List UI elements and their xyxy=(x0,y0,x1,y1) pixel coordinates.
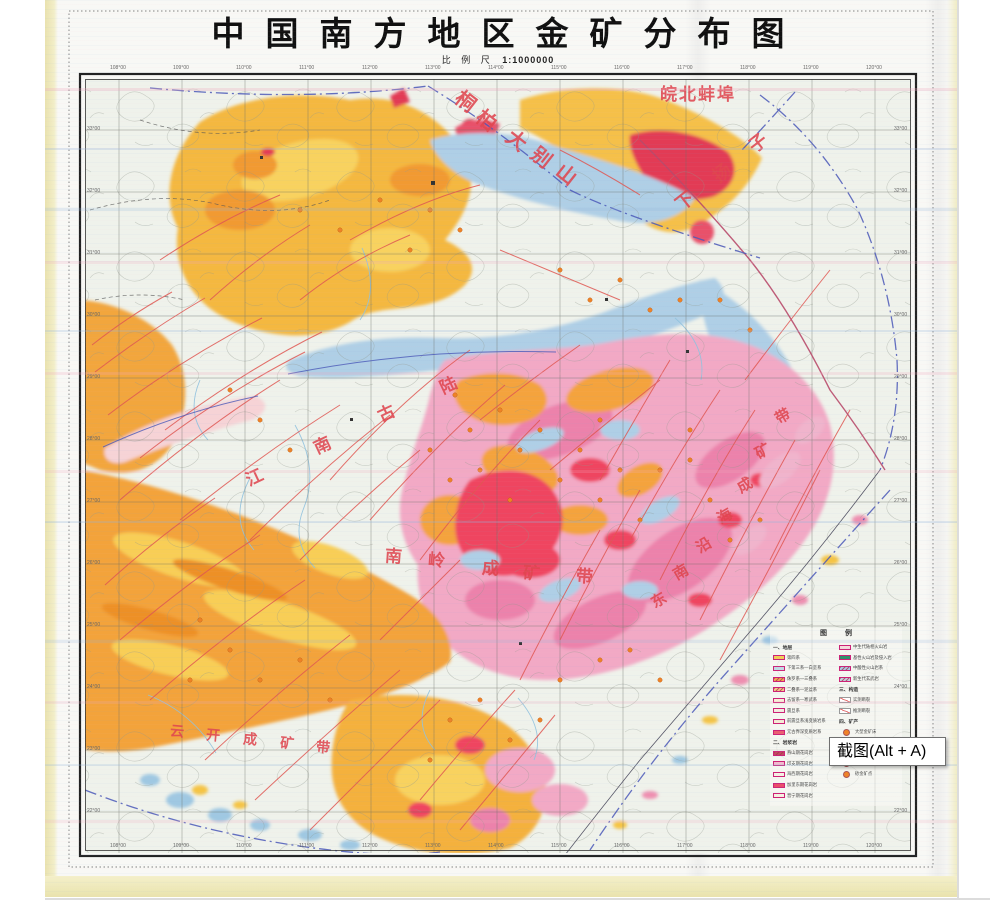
legend-row: 侏罗系—三叠系 xyxy=(773,674,835,685)
scale-label: 比 例 尺 xyxy=(441,55,494,65)
legend-row: 中生代陆相火山岩 xyxy=(839,642,901,653)
legend-section-header: 一、地层 xyxy=(773,645,793,651)
legend-item-label: 侏罗系—三叠系 xyxy=(787,676,818,682)
legend-row: 前震旦系浅变质岩系 xyxy=(773,716,835,727)
legend-swatch xyxy=(839,665,851,671)
legend-swatch xyxy=(773,771,785,777)
screenshot-tooltip: 截图(Alt + A) xyxy=(829,737,946,766)
legend-swatch xyxy=(842,728,850,736)
legend-swatch xyxy=(773,687,785,693)
legend-swatch xyxy=(773,708,785,714)
legend-section-header: 三、构造 xyxy=(839,688,859,694)
legend-item-label: 中生代陆相火山岩 xyxy=(853,644,888,650)
legend-row: 中酸性火山岩系 xyxy=(839,663,901,674)
legend-item-label: 基性火山岩及侵入岩 xyxy=(853,654,892,660)
sheet-perforation-border xyxy=(68,10,934,868)
legend-swatch xyxy=(773,697,785,703)
legend-swatch xyxy=(773,655,785,661)
legend-row: 燕山期花岗岩 xyxy=(773,748,835,759)
legend-item-label: 推测断裂 xyxy=(853,707,871,713)
legend-row: 下第三系—白垩系 xyxy=(773,663,835,674)
rivers xyxy=(147,247,703,761)
title-block: 中国南方地区金矿分布图 比 例 尺 1:1000000 xyxy=(80,16,916,66)
legend-item-label: 志留系—寒武系 xyxy=(787,697,818,703)
legend-item-label: 加里东期花岗岩 xyxy=(787,782,818,788)
map-scale: 比 例 尺 1:1000000 xyxy=(80,53,916,66)
scale-value: 1:1000000 xyxy=(502,55,555,65)
legend-swatch xyxy=(773,718,785,724)
legend-swatch xyxy=(773,676,785,682)
legend-row: 大型金矿床 xyxy=(839,727,901,738)
map-title: 中国南方地区金矿分布图 xyxy=(211,15,806,52)
legend-row: 一、地层 xyxy=(773,642,835,653)
fault-lines xyxy=(91,149,851,831)
legend-row: 基性火山岩及侵入岩 xyxy=(839,653,901,664)
legend-row: 晋宁期花岗岩 xyxy=(773,790,835,801)
legend-item-label: 第四系 xyxy=(787,654,800,660)
legend-item-label: 晋宁期花岗岩 xyxy=(787,792,813,798)
legend-row: 新生代玄武岩 xyxy=(839,674,901,685)
legend-item-label: 印支期花岗岩 xyxy=(787,760,813,766)
legend-row: 四、矿产 xyxy=(839,716,901,727)
legend-swatch xyxy=(773,761,785,767)
legend-item-label: 中酸性火山岩系 xyxy=(853,665,884,671)
legend-swatch xyxy=(773,793,785,799)
legend-column-left: 一、地层第四系下第三系—白垩系 侏罗系—三叠系 二叠系—泥盆系 志留系—寒武系 震旦系前… xyxy=(773,642,835,801)
scan-edge-right xyxy=(947,0,957,897)
map-frame-outer xyxy=(78,72,918,858)
legend-row: 志留系—寒武系 xyxy=(773,695,835,706)
viewer-scroll-edge xyxy=(957,0,959,898)
legend-section-header: 四、矿产 xyxy=(839,719,859,725)
legend-row: 三、构造 xyxy=(839,684,901,695)
legend-row: 震旦系 xyxy=(773,706,835,717)
legend-swatch xyxy=(773,665,785,671)
legend-item-label: 震旦系 xyxy=(787,707,800,713)
legend-row: 实测断裂 xyxy=(839,695,901,706)
scan-edge-left xyxy=(45,0,58,897)
legend-swatch xyxy=(839,707,851,714)
legend-row: 元古界深变质岩系 xyxy=(773,727,835,738)
legend-swatch xyxy=(839,644,851,650)
legend-swatch xyxy=(839,655,851,661)
legend-item-label: 下第三系—白垩系 xyxy=(787,665,822,671)
legend-row: 加里东期花岗岩 xyxy=(773,780,835,791)
viewer-divider xyxy=(45,898,990,900)
legend-row: 第四系 xyxy=(773,653,835,664)
legend-swatch xyxy=(773,750,785,756)
legend-item-label: 实测断裂 xyxy=(853,697,871,703)
legend-swatch xyxy=(839,676,851,682)
legend-row: 二、岩浆岩 xyxy=(773,737,835,748)
legend-section-header: 二、岩浆岩 xyxy=(773,741,797,747)
legend-item-label: 砂金矿点 xyxy=(855,771,873,777)
legend-item-label: 新生代玄武岩 xyxy=(853,676,879,682)
map-legend: 图 例 一、地层第四系下第三系—白垩系 侏罗系—三叠系 二叠系—泥盆系 志留系—寒武系… xyxy=(770,628,902,806)
legend-swatch xyxy=(773,729,785,735)
legend-swatch xyxy=(773,782,785,788)
legend-item-label: 元古界深变质岩系 xyxy=(787,729,822,735)
legend-item-label: 大型金矿床 xyxy=(855,729,877,735)
legend-row: 推测断裂 xyxy=(839,706,901,717)
coastline xyxy=(566,469,881,853)
legend-row: 海西期花岗岩 xyxy=(773,769,835,780)
tectonic-boundary-lines xyxy=(85,85,899,853)
legend-row: 印支期花岗岩 xyxy=(773,759,835,770)
major-fault-line xyxy=(639,139,886,471)
legend-item-label: 前震旦系浅变质岩系 xyxy=(787,718,826,724)
legend-title: 图 例 xyxy=(820,630,860,637)
legend-swatch xyxy=(842,770,850,778)
legend-row: 砂金矿点 xyxy=(839,769,901,780)
legend-row: 二叠系—泥盆系 xyxy=(773,684,835,695)
scan-edge-bottom xyxy=(45,876,957,897)
city-marks xyxy=(260,156,689,645)
legend-item-label: 二叠系—泥盆系 xyxy=(787,686,818,692)
legend-swatch xyxy=(839,697,851,704)
map-frame-inner xyxy=(85,79,911,851)
gold-deposit-symbols xyxy=(187,197,763,763)
legend-item-label: 燕山期花岗岩 xyxy=(787,750,813,756)
legend-item-label: 海西期花岗岩 xyxy=(787,771,813,777)
